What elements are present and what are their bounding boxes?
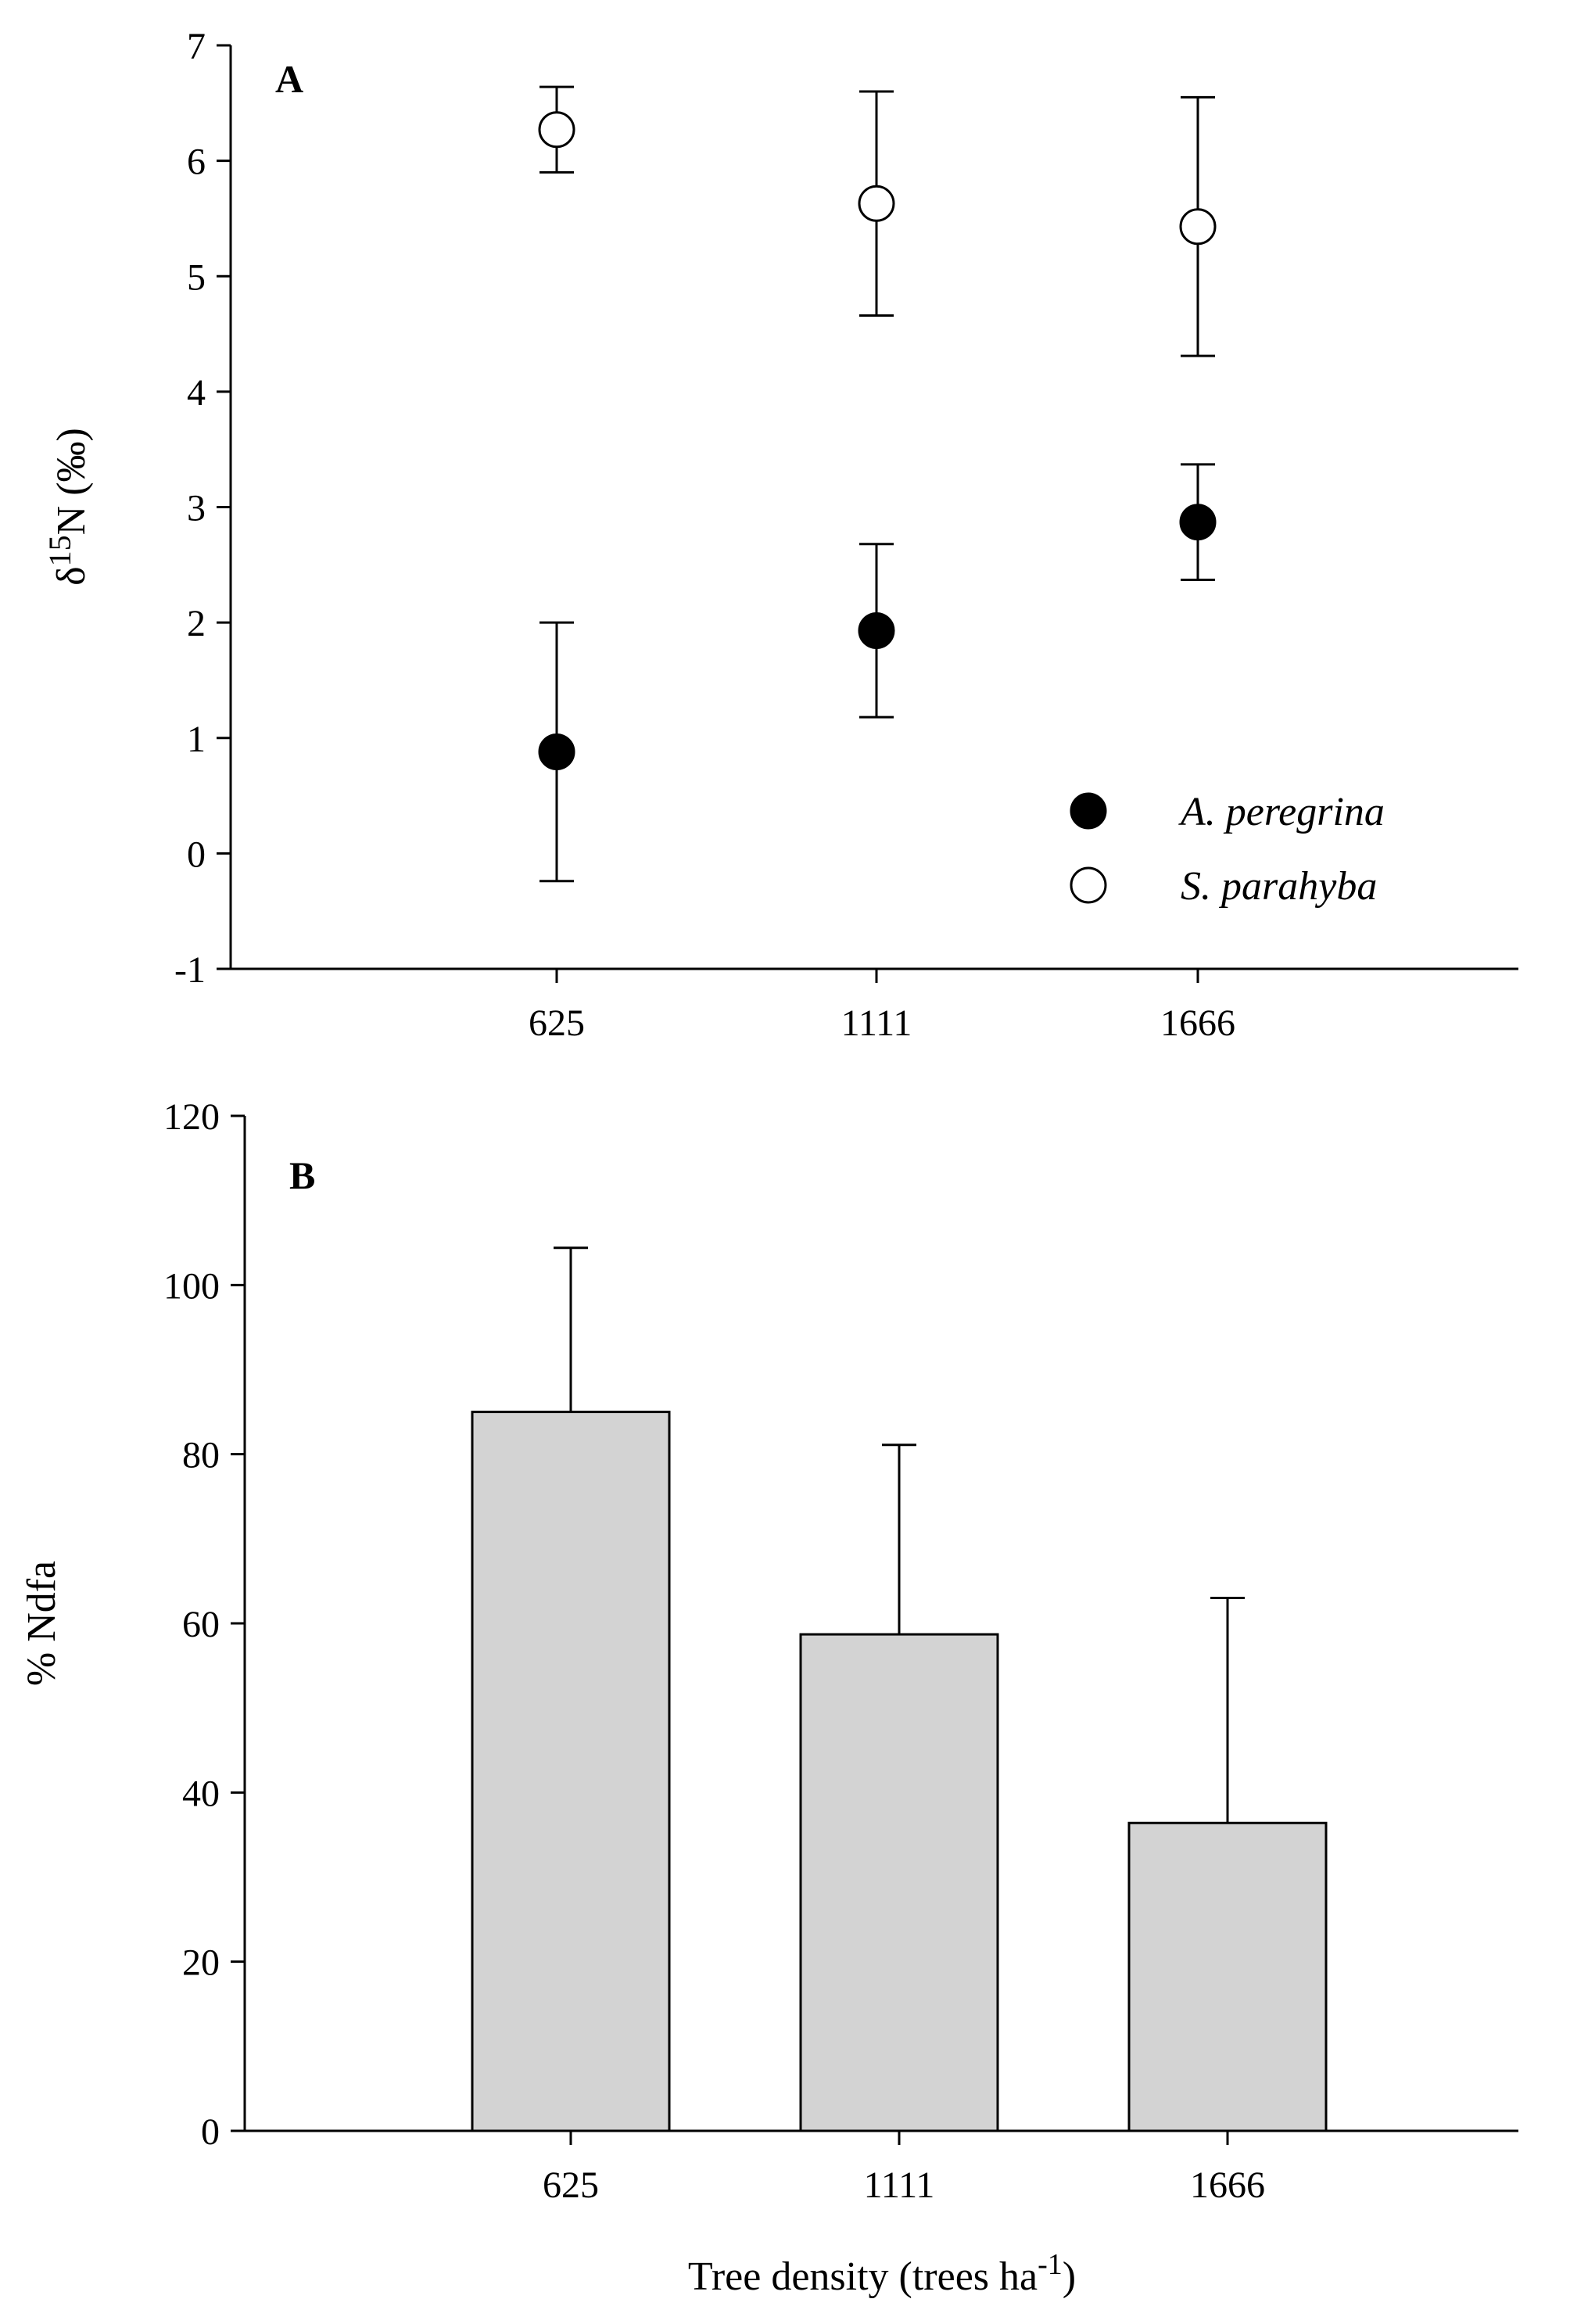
panel-a-label: A [275, 57, 303, 101]
panel-a-y-tick-label: 2 [187, 603, 206, 644]
panel-a-y-tick-label: 4 [187, 372, 206, 414]
legend-marker-a-peregrina [1070, 792, 1107, 830]
panel-a-y-title-delta: δ [49, 566, 94, 586]
panel-b-y-tick-label: 100 [163, 1265, 220, 1307]
panel-b-bar [1127, 1821, 1328, 2132]
panel-b-bar [799, 1633, 999, 2132]
panel-b-x-axis-title: Tree density (trees ha-1) [688, 2248, 1076, 2299]
legend-label: A. peregrina [1178, 790, 1385, 834]
panel-b-y-tick-label: 80 [182, 1435, 220, 1476]
panel-a-point-s-parahyba [538, 111, 575, 149]
panel-a-point-a-peregrina [858, 611, 895, 649]
panel-a-y-tick-label: 5 [187, 256, 206, 298]
panel-b-x-tick-label: 625 [543, 2164, 599, 2206]
panel-a-x-tick-label: 1111 [841, 1002, 912, 1044]
panel-b-x-title-tail: ) [1063, 2254, 1076, 2299]
panel-a-y-tick-label: 1 [187, 719, 206, 760]
panel-a-y-tick-label: 3 [187, 488, 206, 529]
panel-a-point-a-peregrina [538, 733, 575, 770]
panel-b-y-tick-label: 40 [182, 1773, 220, 1814]
legend-label: S. parahyba [1181, 864, 1377, 909]
legend-marker-s-parahyba [1070, 866, 1107, 904]
panel-b-y-axis-title: % Ndfa [20, 1561, 64, 1686]
panel-a-y-axis-title: δ15N (‰) [42, 428, 94, 586]
panel-b-x-title-sup: -1 [1038, 2248, 1063, 2281]
panel-b-x-title-main: Tree density (trees ha [688, 2254, 1038, 2299]
panel-b-bar [471, 1411, 671, 2132]
panel-b-y-tick-label: 20 [182, 1942, 220, 1984]
panel-a-y-tick-label: 0 [187, 834, 206, 875]
panel-a-y-title-sup: 15 [42, 535, 77, 566]
panel-a-point-a-peregrina [1179, 504, 1217, 541]
panel-a-point-s-parahyba [858, 185, 895, 222]
panel-b-y-tick-label: 0 [201, 2111, 220, 2153]
panel-a-y-tick-label: -1 [174, 949, 206, 991]
panel-a-y-title-rest: N (‰) [49, 428, 94, 535]
panel-b-label: B [289, 1153, 315, 1197]
panel-a-y-tick-label: 6 [187, 142, 206, 183]
panel-b-y-tick-label: 120 [163, 1096, 220, 1138]
panel-a-y-tick-label: 7 [187, 26, 206, 67]
panel-b-x-tick-label: 1666 [1190, 2164, 1265, 2206]
panel-a-x-tick-label: 625 [529, 1002, 585, 1044]
panel-a-x-tick-label: 1666 [1160, 1002, 1235, 1044]
panel-b-x-tick-label: 1111 [864, 2164, 935, 2206]
panel-b-y-tick-label: 60 [182, 1604, 220, 1645]
panel-a-point-s-parahyba [1179, 208, 1217, 246]
